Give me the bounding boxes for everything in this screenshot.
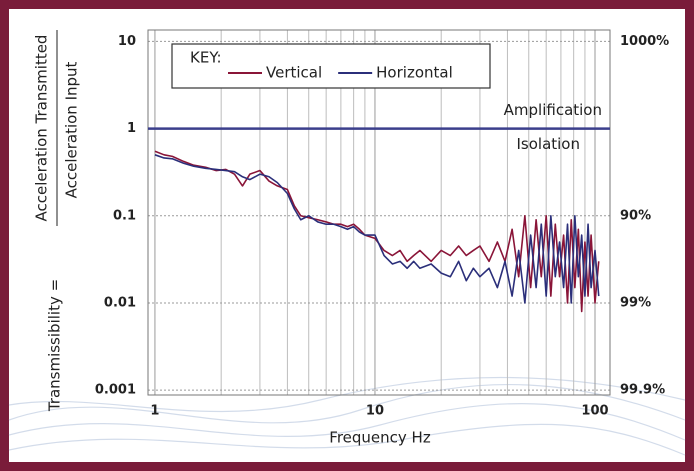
y-tick-label: 1: [127, 121, 136, 136]
x-axis-label: Frequency Hz: [329, 429, 431, 447]
plot-frame: [147, 29, 611, 396]
legend-box: [171, 43, 491, 89]
legend-label: Horizontal: [376, 64, 453, 82]
y-axis-numerator: Acceleration Transmitted: [33, 35, 51, 222]
y-tick-label: 10: [118, 34, 136, 49]
y-tick-label: 0.001: [95, 383, 136, 398]
x-tick-label: 1: [150, 404, 159, 419]
y-tick-label: 0.01: [104, 295, 136, 310]
annotation: Amplification: [504, 101, 602, 119]
y-tick-label: 0.1: [113, 208, 136, 223]
y-axis-label: Transmissibility =: [46, 279, 64, 412]
x-tick-label: 100: [581, 404, 608, 419]
y2-tick-label: 1000%: [620, 34, 669, 49]
x-tick-label: 10: [366, 404, 384, 419]
legend-title: KEY:: [190, 49, 222, 67]
y-axis-denominator: Acceleration Input: [63, 61, 81, 198]
y2-tick-label: 99%: [620, 295, 651, 310]
y2-tick-label: 99.9%: [620, 383, 665, 398]
series-line: [154, 154, 600, 304]
annotation: Isolation: [516, 135, 580, 153]
y2-tick-label: 90%: [620, 208, 651, 223]
legend-label: Vertical: [266, 64, 322, 82]
